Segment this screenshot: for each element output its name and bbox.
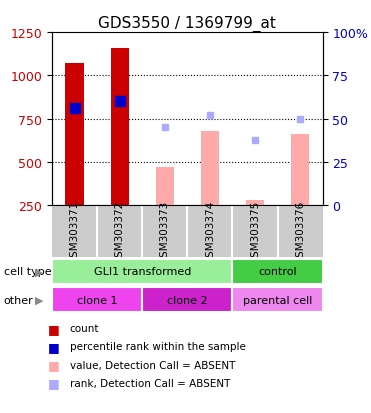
Text: value, Detection Call = ABSENT: value, Detection Call = ABSENT — [70, 360, 235, 370]
Text: clone 1: clone 1 — [77, 295, 117, 305]
Bar — [111, 49, 129, 206]
Text: ■: ■ — [48, 340, 60, 353]
Text: GSM303373: GSM303373 — [160, 200, 170, 263]
Bar — [233, 287, 323, 313]
Bar — [66, 64, 83, 206]
Bar — [201, 132, 219, 206]
Text: clone 2: clone 2 — [167, 295, 208, 305]
Text: count: count — [70, 323, 99, 333]
Bar — [233, 259, 323, 285]
Bar — [291, 135, 309, 206]
Bar — [142, 287, 233, 313]
Text: GLI1 transformed: GLI1 transformed — [93, 267, 191, 277]
Text: ▶: ▶ — [35, 295, 44, 305]
Text: GSM303374: GSM303374 — [205, 200, 215, 263]
Text: parental cell: parental cell — [243, 295, 312, 305]
Text: GSM303375: GSM303375 — [250, 200, 260, 263]
Text: other: other — [4, 295, 33, 305]
Text: GSM303371: GSM303371 — [69, 200, 79, 263]
Bar — [52, 259, 233, 285]
Bar — [52, 287, 142, 313]
Bar — [246, 201, 264, 206]
Text: ■: ■ — [48, 358, 60, 371]
Text: control: control — [258, 267, 297, 277]
Text: GSM303372: GSM303372 — [115, 200, 125, 263]
Text: ■: ■ — [48, 322, 60, 335]
Text: GSM303376: GSM303376 — [295, 200, 305, 263]
Text: rank, Detection Call = ABSENT: rank, Detection Call = ABSENT — [70, 378, 230, 388]
Text: ▶: ▶ — [35, 267, 44, 277]
Text: ■: ■ — [48, 376, 60, 389]
Title: GDS3550 / 1369799_at: GDS3550 / 1369799_at — [98, 16, 276, 32]
Text: cell type: cell type — [4, 267, 51, 277]
Bar — [156, 168, 174, 206]
Text: percentile rank within the sample: percentile rank within the sample — [70, 342, 246, 351]
